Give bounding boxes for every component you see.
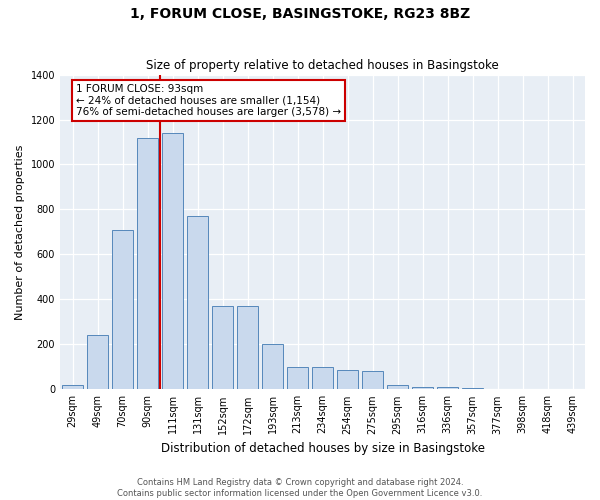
Bar [212, 306, 233, 390]
Bar [337, 370, 358, 390]
Title: Size of property relative to detached houses in Basingstoke: Size of property relative to detached ho… [146, 59, 499, 72]
Y-axis label: Number of detached properties: Number of detached properties [15, 144, 25, 320]
Bar [412, 387, 433, 390]
Bar [437, 387, 458, 390]
Bar [112, 230, 133, 390]
Bar [137, 138, 158, 390]
Bar [462, 388, 483, 390]
Text: 1, FORUM CLOSE, BASINGSTOKE, RG23 8BZ: 1, FORUM CLOSE, BASINGSTOKE, RG23 8BZ [130, 8, 470, 22]
Bar [387, 385, 408, 390]
Bar [162, 133, 183, 390]
Bar [62, 385, 83, 390]
Bar [312, 367, 333, 390]
Bar [87, 336, 108, 390]
Bar [287, 367, 308, 390]
Bar [362, 372, 383, 390]
Bar [237, 306, 258, 390]
Bar [187, 216, 208, 390]
Bar [262, 344, 283, 390]
X-axis label: Distribution of detached houses by size in Basingstoke: Distribution of detached houses by size … [161, 442, 485, 455]
Text: Contains HM Land Registry data © Crown copyright and database right 2024.
Contai: Contains HM Land Registry data © Crown c… [118, 478, 482, 498]
Text: 1 FORUM CLOSE: 93sqm
← 24% of detached houses are smaller (1,154)
76% of semi-de: 1 FORUM CLOSE: 93sqm ← 24% of detached h… [76, 84, 341, 117]
